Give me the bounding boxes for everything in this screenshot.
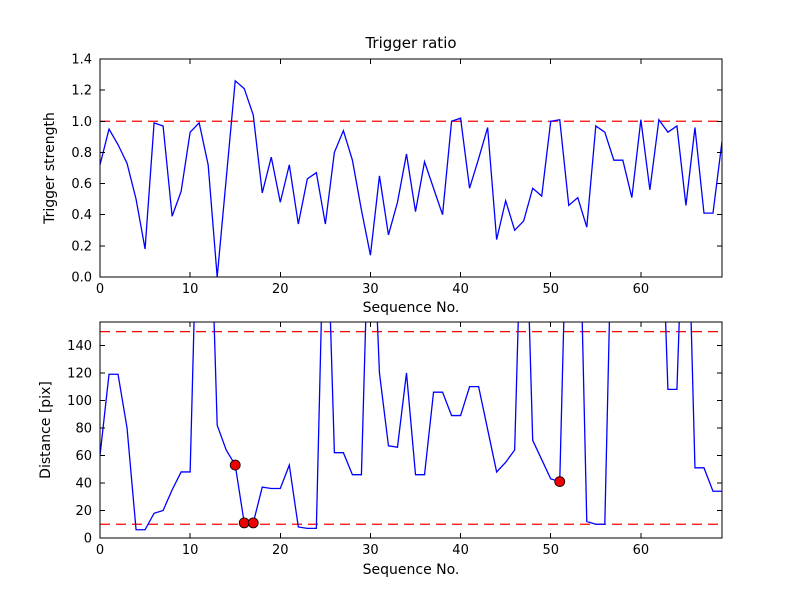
event-marker <box>229 459 241 471</box>
x-tick-label: 50 <box>542 282 559 297</box>
x-tick-label: 40 <box>452 282 469 297</box>
axes-frame <box>99 58 723 278</box>
y-tick-label: 0.4 <box>71 208 92 223</box>
y-tick-label: 1.2 <box>71 84 92 99</box>
top-chart-xlabel: Sequence No. <box>362 300 460 316</box>
y-tick-label: 100 <box>67 394 92 409</box>
event-marker <box>238 517 250 529</box>
chart-title: Trigger ratio <box>365 34 457 52</box>
distance-chart: 0 10 20 30 40 50 60 0 20 40 60 80 100 120 140 <box>67 321 723 558</box>
top-chart-ylabel: Trigger strength <box>42 112 58 224</box>
y-tick-label: 0.0 <box>71 271 92 286</box>
x-tick-label: 0 <box>96 282 104 297</box>
x-tick-label: 20 <box>272 282 289 297</box>
x-tick-label: 0 <box>96 543 104 558</box>
x-tick-label: 30 <box>362 282 379 297</box>
data-line <box>100 79 722 277</box>
bottom-chart-xlabel: Sequence No. <box>362 562 460 578</box>
y-tick-label: 0.8 <box>71 146 92 161</box>
y-tick-label: 40 <box>75 476 92 491</box>
event-marker <box>554 476 566 487</box>
x-tick-label: 50 <box>542 543 559 558</box>
y-tick-label: 120 <box>67 366 92 381</box>
trigger-strength-chart: 0 10 20 30 40 50 60 0.0 0.2 0.4 0.6 0.8 1.0 1.2 1.4 <box>71 53 723 297</box>
x-tick-label: 10 <box>182 282 199 297</box>
y-tick-label: 80 <box>75 421 92 436</box>
x-tick-label: 10 <box>182 543 199 558</box>
axes-frame <box>99 321 723 539</box>
x-tick-label: 40 <box>452 543 469 558</box>
x-tick-label: 60 <box>633 282 650 297</box>
data-line <box>100 322 722 531</box>
x-tick-label: 20 <box>272 543 289 558</box>
event-marker <box>247 517 259 529</box>
y-tick-label: 0 <box>84 532 92 547</box>
y-tick-label: 0.6 <box>71 177 92 192</box>
y-tick-label: 1.4 <box>71 53 92 68</box>
y-tick-label: 60 <box>75 449 92 464</box>
bottom-chart-ylabel: Distance [pix] <box>38 381 54 479</box>
y-tick-label: 0.2 <box>71 239 92 254</box>
y-tick-label: 20 <box>75 504 92 519</box>
x-tick-label: 30 <box>362 543 379 558</box>
y-tick-label: 140 <box>67 339 92 354</box>
x-tick-label: 60 <box>633 543 650 558</box>
y-tick-label: 1.0 <box>71 115 92 130</box>
